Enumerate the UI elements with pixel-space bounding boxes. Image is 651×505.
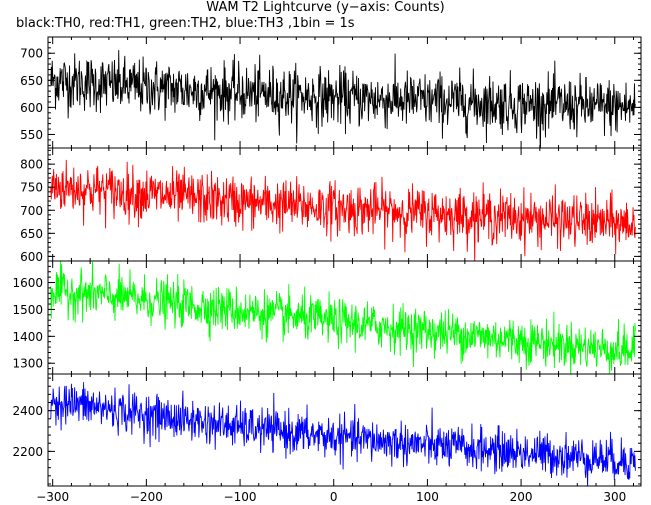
y-tick-label: 2400 [12, 404, 43, 418]
x-tick-label: −300 [36, 490, 69, 504]
y-tick-label: 800 [20, 158, 43, 172]
y-tick-label: 750 [20, 181, 43, 195]
series-line-th0 [50, 50, 636, 148]
y-tick-label: 1500 [12, 303, 43, 317]
panel-frame-th3 [47, 373, 642, 487]
x-tick-label: −100 [224, 490, 257, 504]
y-tick-label: 1300 [12, 357, 43, 371]
y-tick-label: 550 [20, 128, 43, 142]
y-tick-label: 650 [20, 74, 43, 88]
series-line-th2 [50, 261, 636, 374]
x-tick-label: 0 [330, 490, 338, 504]
chart-title: WAM T2 Lightcurve (y−axis: Counts) [206, 0, 445, 15]
x-tick-label: −200 [130, 490, 163, 504]
series-line-th3 [50, 382, 636, 486]
y-tick-label: 700 [20, 204, 43, 218]
y-tick-label: 600 [20, 101, 43, 115]
chart-subtitle: black:TH0, red:TH1, green:TH2, blue:TH3 … [16, 16, 355, 31]
y-tick-label: 1400 [12, 330, 43, 344]
y-tick-label: 600 [20, 250, 43, 264]
x-tick-label: 200 [510, 490, 533, 504]
series-line-th1 [50, 159, 636, 261]
y-tick-label: 2200 [12, 445, 43, 459]
x-tick-label: 300 [603, 490, 626, 504]
y-tick-label: 700 [20, 47, 43, 61]
y-tick-label: 1600 [12, 276, 43, 290]
y-tick-label: 650 [20, 227, 43, 241]
x-tick-label: 100 [416, 490, 439, 504]
